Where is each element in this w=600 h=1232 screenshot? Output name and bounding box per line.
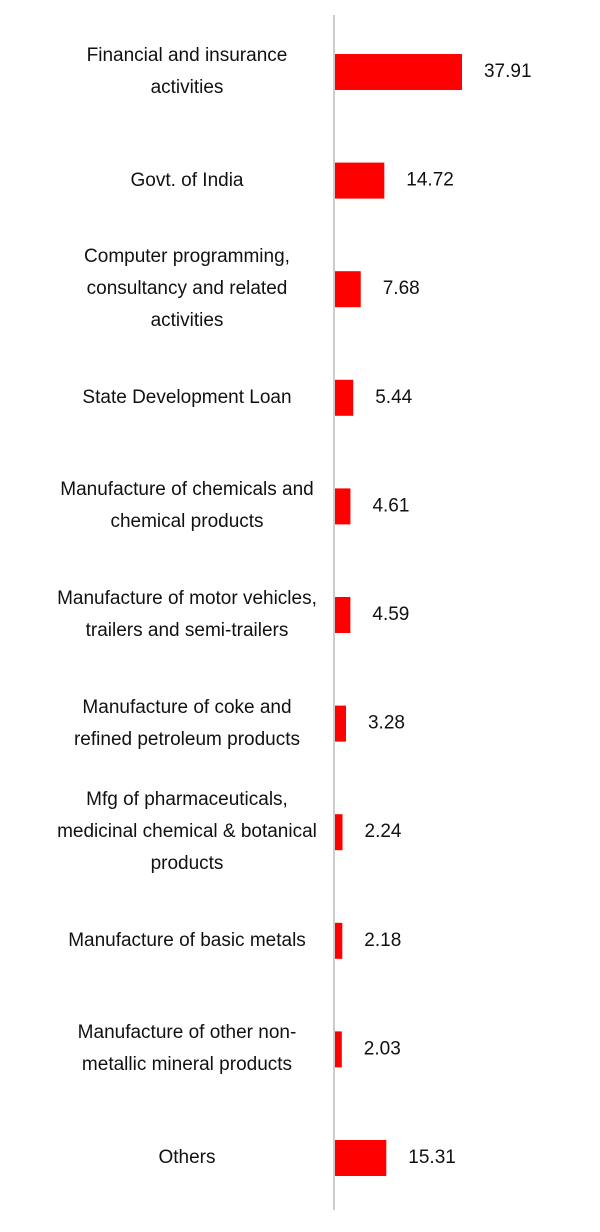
bar [335,54,462,90]
category-label: Manufacture of motor vehicles, trailers … [57,588,317,641]
value-label: 5.44 [375,387,412,408]
category-label: State Development Loan [82,386,292,408]
value-label: 37.91 [484,61,532,82]
bar [335,488,351,525]
bar [335,271,361,308]
category-label: Others [158,1147,216,1168]
category-label: Manufacture of coke and refined petroleu… [73,696,300,750]
bar [335,379,354,416]
category-label: Manufacture of basic metals [68,929,306,951]
bar [335,814,343,851]
category-label: Mfg of pharmaceuticals, medicinal chemic… [57,789,317,875]
bar [335,597,351,633]
bar [335,705,346,742]
category-label: Manufacture of other non-metallic minera… [77,1022,297,1076]
category-label: Govt. of India [130,169,244,191]
value-label: 2.18 [364,930,401,951]
category-label: Manufacture of chemicals and chemical pr… [60,479,314,533]
value-label: 7.68 [383,278,420,299]
value-label: 3.28 [368,713,405,734]
bar [335,162,385,199]
value-label: 14.72 [406,170,454,191]
bar [335,1031,342,1068]
value-label: 2.03 [364,1038,401,1059]
value-label: 15.31 [408,1147,456,1168]
category-label: Financial and insurance activities [86,45,288,98]
value-label: 2.24 [365,821,402,842]
value-label: 4.61 [372,495,409,516]
category-label: Computer programming, consultancy and re… [84,246,290,332]
bar [335,1140,387,1176]
bar [335,922,343,959]
value-label: 4.59 [372,604,409,625]
